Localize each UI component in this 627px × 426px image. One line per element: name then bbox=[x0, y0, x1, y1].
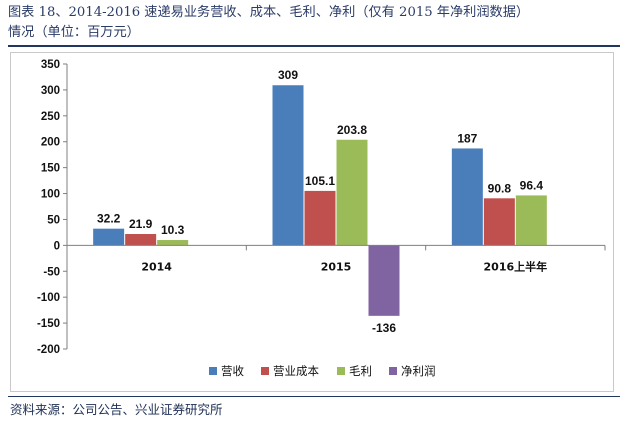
title-rule bbox=[8, 45, 620, 47]
data-label: -136 bbox=[372, 321, 396, 335]
category-label: 2015 bbox=[321, 260, 352, 273]
source-note: 资料来源：公司公告、兴业证券研究所 bbox=[10, 402, 223, 417]
legend-label: 营收 bbox=[221, 364, 244, 378]
figure-title-line-1: 图表 18、2014-2016 速递易业务营收、成本、毛利、净利（仅有 2015… bbox=[8, 5, 530, 20]
bar-营业成本-2014 bbox=[125, 234, 157, 246]
y-tick-label: 50 bbox=[47, 214, 60, 226]
legend-swatch-营业成本 bbox=[261, 367, 269, 375]
y-tick-label: 350 bbox=[41, 59, 60, 71]
category-label: 2016上半年 bbox=[484, 259, 548, 273]
bar-营收-2016上半年 bbox=[451, 148, 483, 246]
data-label: 309 bbox=[278, 68, 298, 82]
bar-毛利-2016上半年 bbox=[515, 195, 547, 246]
data-label: 10.3 bbox=[161, 223, 185, 237]
source-rule bbox=[8, 396, 620, 397]
bar-净利润-2015 bbox=[368, 245, 400, 316]
bar-营业成本-2015 bbox=[304, 190, 336, 246]
data-label: 96.4 bbox=[520, 178, 544, 192]
figure-title-line-2: 情况（单位：百万元） bbox=[8, 25, 140, 40]
bar-营业成本-2016上半年 bbox=[483, 198, 515, 246]
y-tick-label: 250 bbox=[41, 111, 60, 123]
chart-frame: 350 300 250 200 150 100 50 0 -50 -100 -150 -200 32.2… bbox=[10, 52, 614, 392]
figure-title: 图表 18、2014-2016 速递易业务营收、成本、毛利、净利（仅有 2015… bbox=[8, 3, 620, 43]
data-label: 105.1 bbox=[305, 174, 335, 188]
bar-chart: 350 300 250 200 150 100 50 0 -50 -100 -150 -200 32.2… bbox=[37, 59, 606, 378]
y-tick-label: -150 bbox=[37, 318, 60, 330]
data-label: 21.9 bbox=[129, 217, 153, 231]
y-tick-label: -50 bbox=[43, 266, 60, 278]
data-label: 203.8 bbox=[337, 123, 367, 137]
bar-毛利-2015 bbox=[336, 139, 368, 246]
y-tick-label: 300 bbox=[41, 85, 60, 97]
legend-swatch-毛利 bbox=[337, 367, 345, 375]
data-label: 90.8 bbox=[488, 181, 512, 195]
data-label: 187 bbox=[457, 131, 477, 145]
legend-label: 净利润 bbox=[401, 364, 436, 378]
legend-label: 毛利 bbox=[349, 364, 372, 378]
legend-label: 营业成本 bbox=[273, 364, 319, 378]
bar-营收-2015 bbox=[272, 85, 304, 246]
y-tick-label: 150 bbox=[41, 163, 60, 175]
y-tick-label: 0 bbox=[54, 240, 60, 252]
y-tick-label: 100 bbox=[41, 189, 60, 201]
y-tick-label: 200 bbox=[41, 137, 60, 149]
data-label: 32.2 bbox=[97, 212, 121, 226]
legend-swatch-净利润 bbox=[389, 367, 397, 375]
category-label: 2014 bbox=[141, 260, 172, 273]
y-tick-label: -100 bbox=[37, 292, 60, 304]
bar-毛利-2014 bbox=[157, 240, 189, 246]
legend-swatch-营收 bbox=[209, 367, 217, 375]
bar-营收-2014 bbox=[93, 228, 125, 246]
y-tick-label: -200 bbox=[37, 344, 60, 356]
